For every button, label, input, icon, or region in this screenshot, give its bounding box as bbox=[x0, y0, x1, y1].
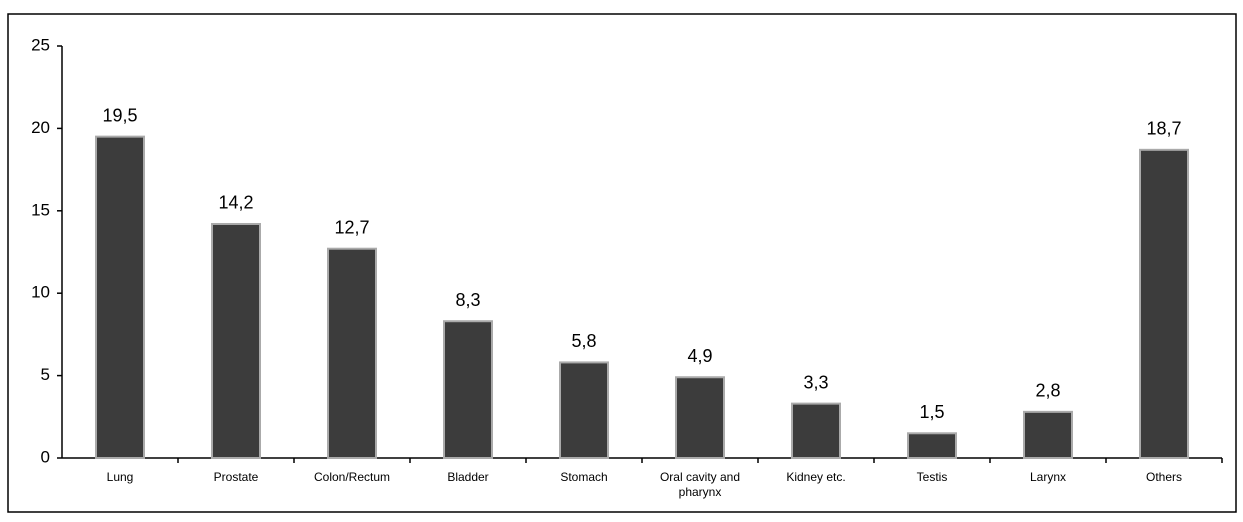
bar bbox=[675, 376, 725, 459]
data-label: 1,5 bbox=[919, 402, 944, 422]
x-tick-label: Stomach bbox=[560, 470, 608, 484]
data-label: 4,9 bbox=[687, 346, 712, 366]
bar bbox=[443, 320, 493, 459]
x-tick-label: Oral cavity and pharynx bbox=[659, 470, 741, 499]
data-label: 3,3 bbox=[803, 372, 828, 392]
y-tick-label: 5 bbox=[41, 365, 50, 384]
y-tick-label: 0 bbox=[41, 447, 50, 466]
bar bbox=[211, 222, 261, 459]
data-label: 19,5 bbox=[102, 105, 137, 125]
bar bbox=[791, 402, 841, 459]
data-label: 14,2 bbox=[218, 193, 253, 213]
y-tick-label: 10 bbox=[31, 283, 50, 302]
bar bbox=[1139, 148, 1189, 459]
data-label: 5,8 bbox=[571, 331, 596, 351]
data-label: 18,7 bbox=[1146, 119, 1181, 139]
x-tick-label: Kidney etc. bbox=[786, 470, 846, 484]
bar bbox=[95, 135, 145, 459]
bar bbox=[559, 361, 609, 459]
bar bbox=[907, 432, 957, 459]
x-tick-label: Larynx bbox=[1029, 470, 1067, 484]
x-tick-label: Testis bbox=[916, 470, 948, 484]
y-tick-label: 15 bbox=[31, 200, 50, 219]
x-tick-label: Colon/Rectum bbox=[313, 470, 391, 484]
bar bbox=[1023, 410, 1073, 459]
y-tick-label: 25 bbox=[31, 35, 50, 54]
data-label: 8,3 bbox=[455, 290, 480, 310]
x-tick-label: Others bbox=[1145, 470, 1182, 484]
x-tick-label: Bladder bbox=[447, 470, 489, 484]
bar bbox=[327, 247, 377, 459]
x-tick-label: Prostate bbox=[213, 470, 259, 484]
data-label: 2,8 bbox=[1035, 381, 1060, 401]
x-tick-label: Lung bbox=[106, 470, 134, 484]
data-label: 12,7 bbox=[334, 217, 369, 237]
y-tick-label: 20 bbox=[31, 118, 50, 137]
